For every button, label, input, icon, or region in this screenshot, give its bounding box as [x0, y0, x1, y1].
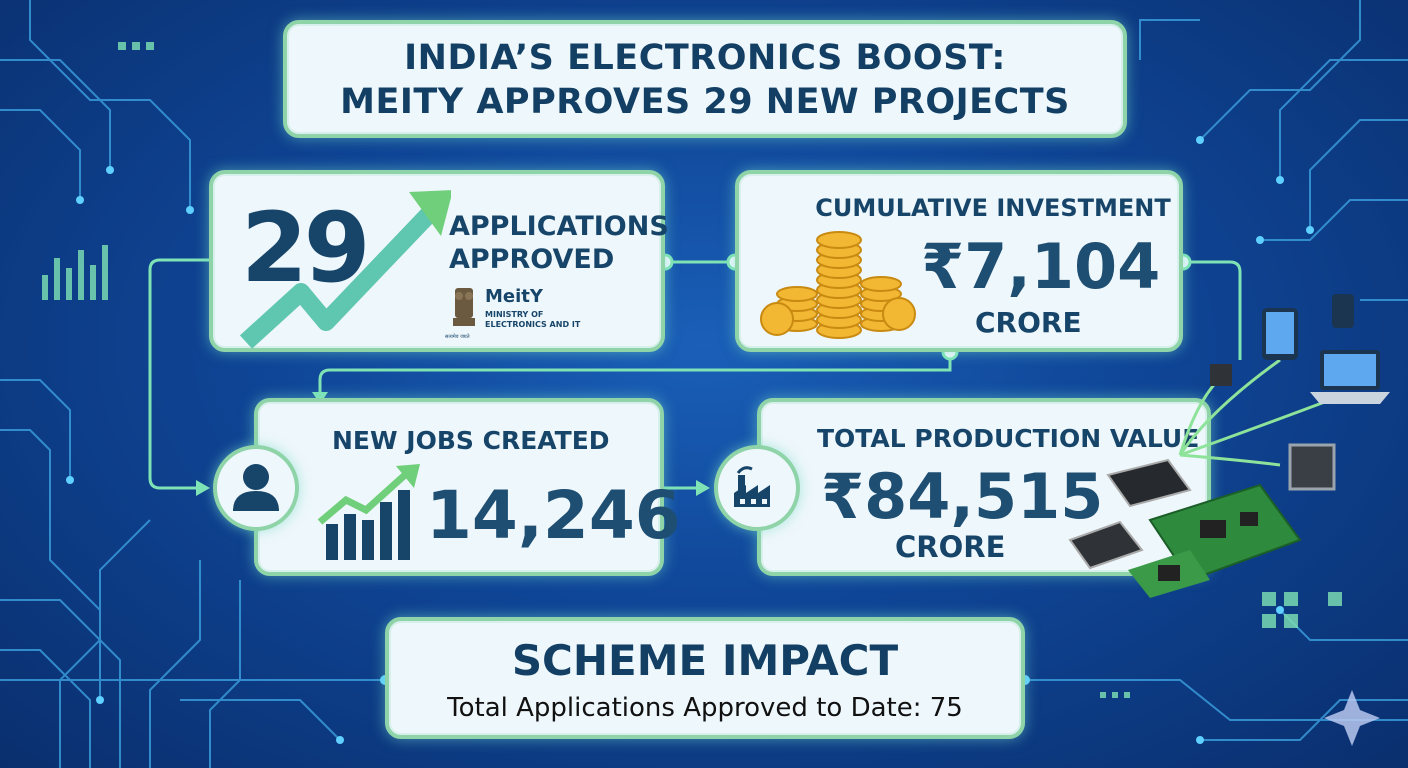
- national-emblem-icon: [453, 288, 475, 326]
- investment-heading: CUMULATIVE INVESTMENT: [815, 194, 1171, 222]
- smartphone-icon: [1262, 308, 1298, 360]
- production-value: ₹84,515: [821, 460, 1104, 533]
- scheme-impact-card: SCHEME IMPACT Total Applications Approve…: [385, 617, 1025, 739]
- trend-arrow-icon: [239, 190, 451, 349]
- investment-card: CUMULATIVE INVESTMENT ₹7,104 CRORE: [735, 170, 1183, 352]
- production-heading: TOTAL PRODUCTION VALUE: [817, 424, 1200, 453]
- applications-number: 29: [241, 192, 371, 304]
- cpu-chip-icon: [1288, 443, 1336, 491]
- ministry-subtitle: MINISTRY OF ELECTRONICS AND IT: [485, 310, 605, 330]
- jobs-card: NEW JOBS CREATED 14,246: [254, 398, 681, 576]
- factory-icon-badge: [714, 445, 800, 531]
- investment-value: ₹7,104: [921, 230, 1161, 303]
- applications-label: APPLICATIONS APPROVED: [449, 210, 669, 276]
- impact-subtext: Total Applications Approved to Date: 75: [447, 693, 963, 723]
- emblem-caption: सत्यमेव जयते: [445, 334, 470, 340]
- electronics-illustration: [1068, 294, 1390, 598]
- ministry-subtitle-line-2: ELECTRONICS AND IT: [485, 320, 581, 329]
- coin-stack-icon: [760, 231, 916, 339]
- person-icon: [233, 464, 279, 511]
- small-chip-icon: [1210, 364, 1232, 386]
- microchip-icon: [1068, 458, 1192, 570]
- laptop-icon: [1310, 350, 1390, 404]
- ministry-subtitle-line-1: MINISTRY OF: [485, 310, 544, 319]
- jobs-value: 14,246: [426, 477, 681, 554]
- ministry-name: MeitY: [485, 286, 543, 307]
- impact-heading: SCHEME IMPACT: [511, 636, 899, 685]
- person-icon-badge: [213, 445, 299, 531]
- circuit-board-icon: [1128, 483, 1302, 598]
- growth-chart-icon: [317, 464, 420, 560]
- applications-label-line-2: APPROVED: [449, 244, 615, 275]
- factory-icon: [734, 466, 770, 507]
- jobs-heading: NEW JOBS CREATED: [332, 426, 610, 455]
- title-line-2: MEITY APPROVES 29 NEW PROJECTS: [340, 82, 1070, 122]
- investment-unit: CRORE: [975, 306, 1082, 339]
- sparkle-icon: [1324, 690, 1380, 746]
- applications-label-line-1: APPLICATIONS: [449, 211, 669, 242]
- phone-small-icon: [1332, 294, 1354, 328]
- production-unit: CRORE: [895, 530, 1006, 564]
- title-line-1: INDIA’S ELECTRONICS BOOST:: [404, 38, 1006, 78]
- title-banner: INDIA’S ELECTRONICS BOOST: MEITY APPROVE…: [283, 20, 1127, 138]
- applications-card: 29 APPLICATIONS APPROVED MeitY MINISTRY …: [209, 170, 669, 352]
